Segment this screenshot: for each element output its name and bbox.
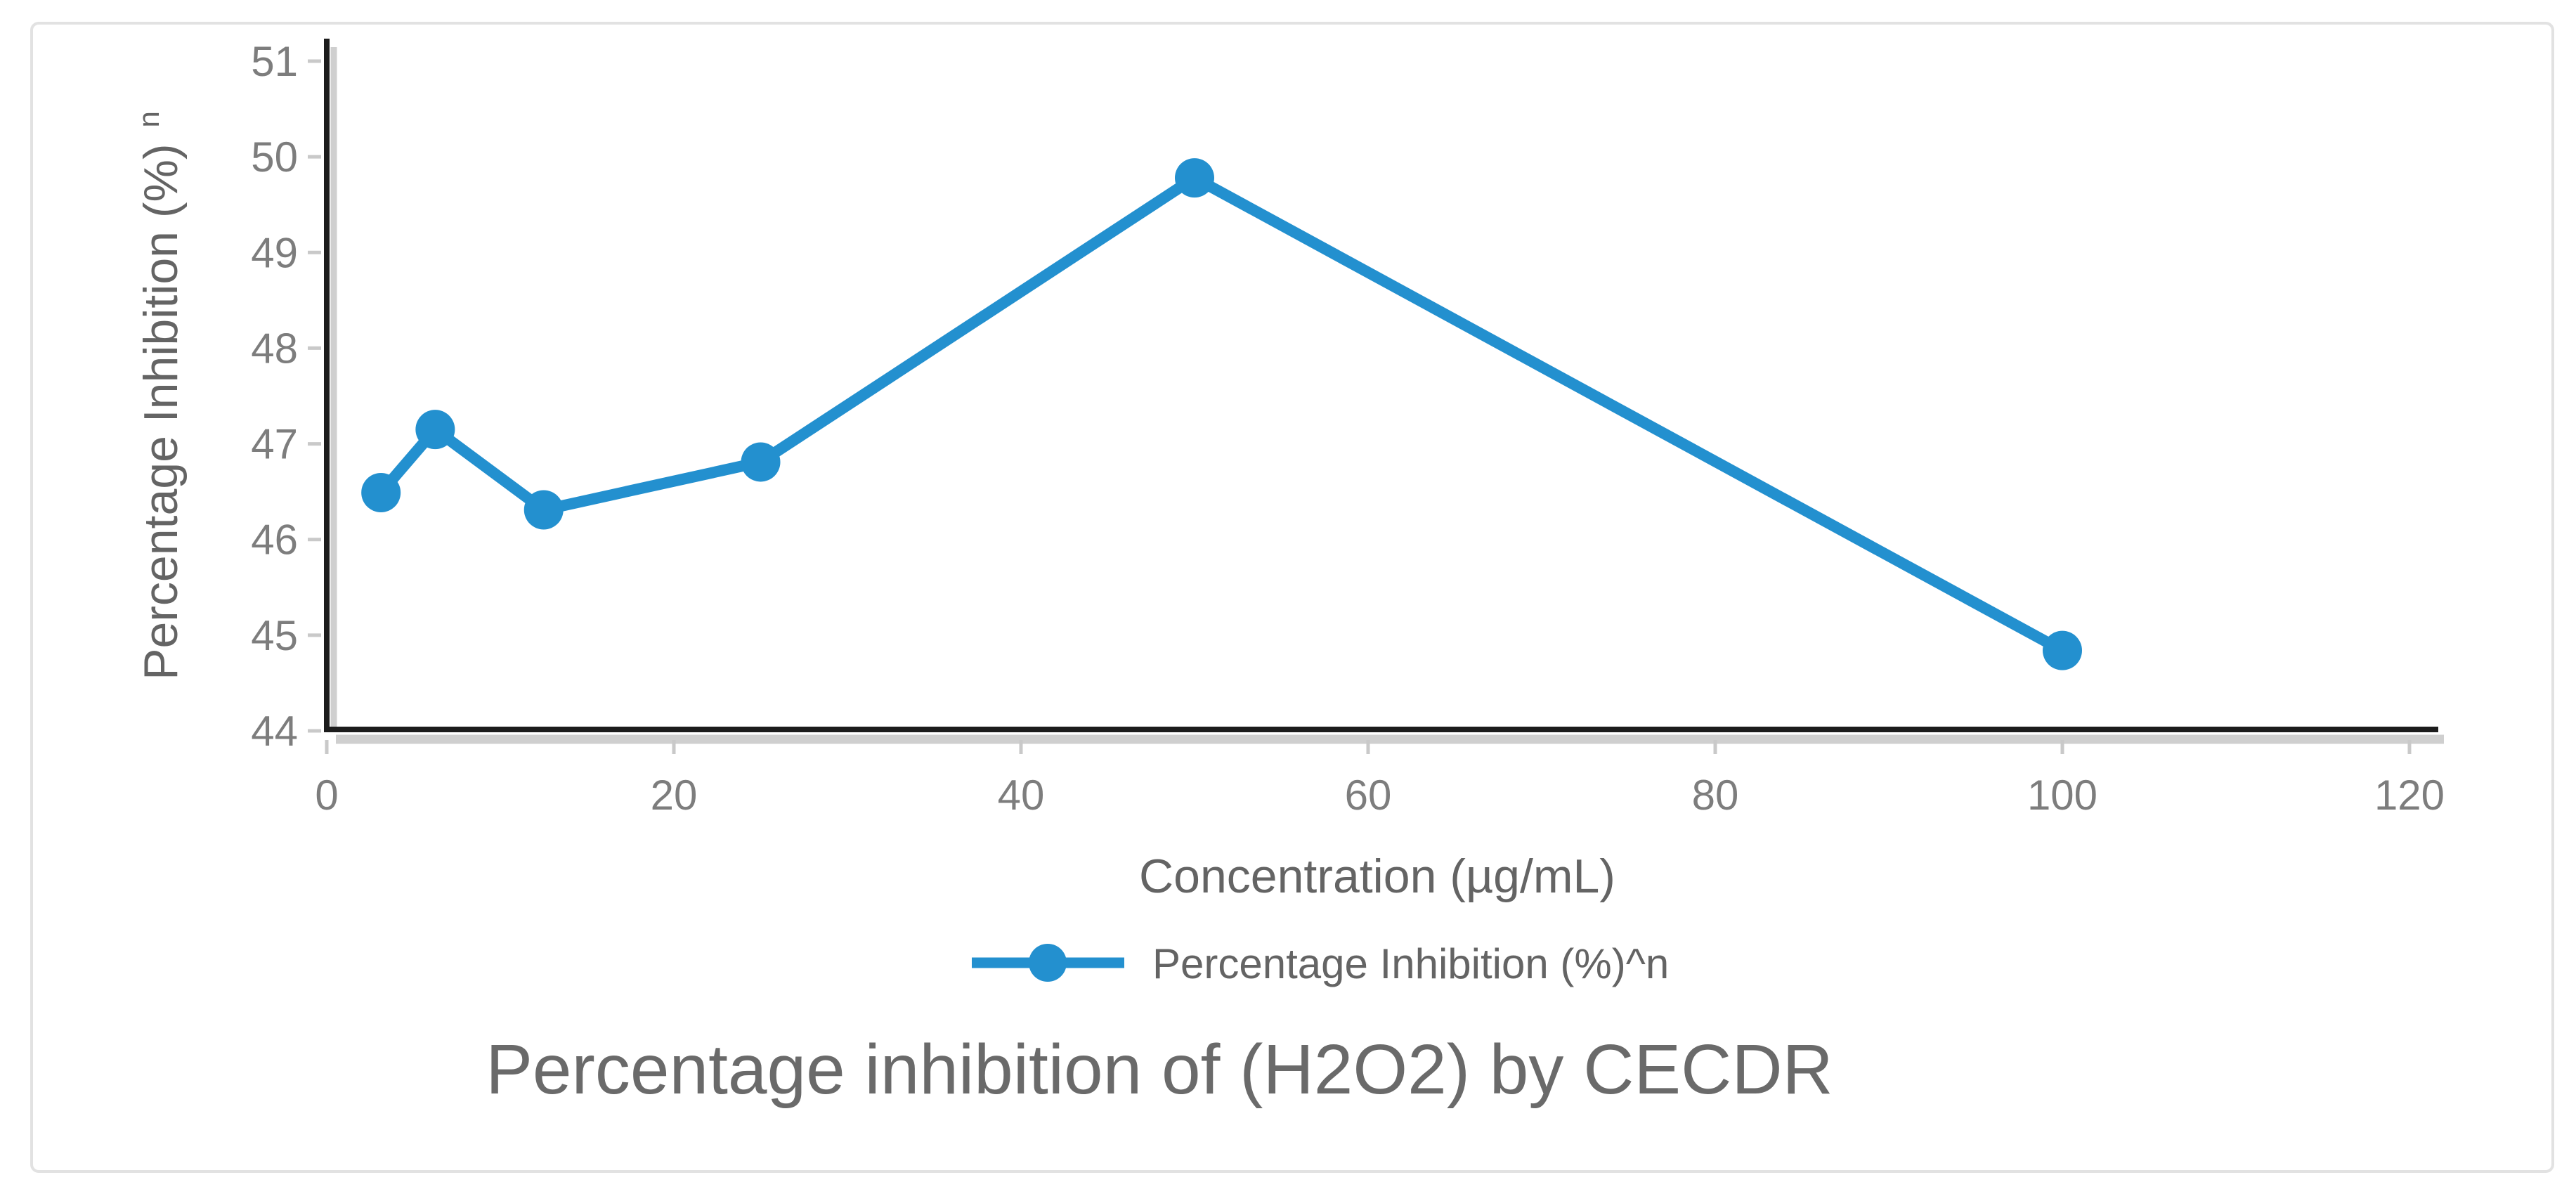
y-tick-label: 46 xyxy=(251,517,298,564)
y-tick-label: 47 xyxy=(251,421,298,468)
legend-label: Percentage Inhibition (%)^n xyxy=(1152,940,1669,987)
y-tick-label: 45 xyxy=(251,612,298,659)
data-point-marker xyxy=(523,490,564,530)
y-axis-title-superscript: n xyxy=(132,111,165,127)
y-tick-label: 48 xyxy=(251,325,298,372)
x-axis-title: Concentration (µg/mL) xyxy=(1139,850,1615,903)
data-point-marker xyxy=(1175,158,1214,198)
x-tick-label: 60 xyxy=(1345,772,1392,819)
legend-marker-icon xyxy=(1029,944,1067,982)
x-tick-label: 120 xyxy=(2374,772,2445,819)
x-tick-label: 0 xyxy=(315,772,338,819)
y-tick-label: 49 xyxy=(251,229,298,276)
legend: Percentage Inhibition (%)^n xyxy=(972,940,1669,987)
figure-frame-border xyxy=(30,22,2554,1173)
x-tick-label: 100 xyxy=(2027,772,2097,819)
y-tick-label: 51 xyxy=(251,38,298,85)
series-line xyxy=(375,172,2068,656)
x-tick-label: 80 xyxy=(1692,772,1739,819)
y-axis-title-base: Percentage Inhibition (%) xyxy=(134,143,188,680)
x-tick-label: 40 xyxy=(998,772,1045,819)
data-point-marker xyxy=(2043,630,2082,670)
x-tick-label: 20 xyxy=(651,772,698,819)
data-point-marker xyxy=(415,410,455,450)
chart-title: Percentage inhibition of (H2O2) by CECDR xyxy=(486,1030,1833,1109)
data-point-marker xyxy=(741,442,781,482)
data-point-marker xyxy=(361,473,401,513)
y-tick-label: 44 xyxy=(251,708,298,755)
y-axis-title: Percentage Inhibition (%) n xyxy=(132,111,188,680)
y-tick-label: 50 xyxy=(251,134,298,181)
plot-area: 44 45 46 47 48 49 50 51 0 20 40 60 80 100 120 xyxy=(251,38,2445,819)
